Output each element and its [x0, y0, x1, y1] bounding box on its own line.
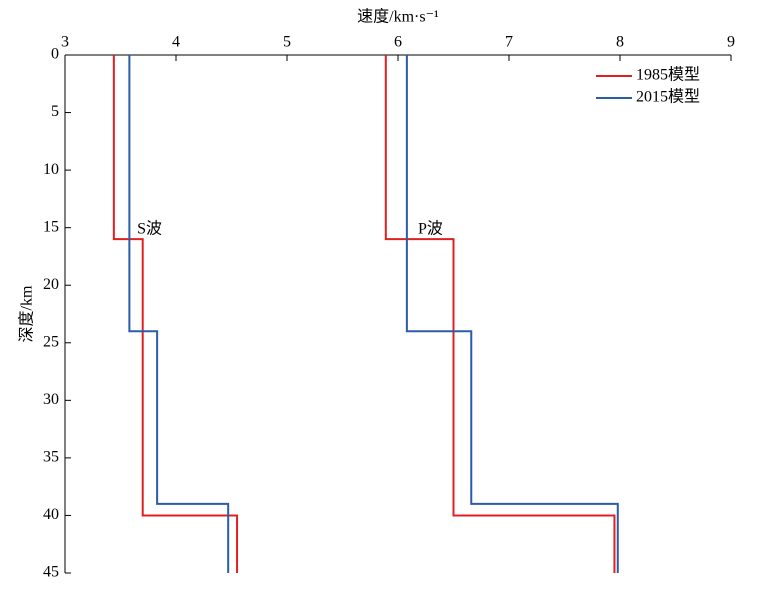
x-tick-label: 8 [616, 34, 624, 51]
y-tick-label: 25 [43, 333, 59, 350]
y-tick-label: 20 [43, 276, 59, 293]
series-line [128, 55, 619, 573]
annotation: P波 [418, 220, 443, 238]
y-tick-label: 0 [51, 46, 59, 63]
x-tick-label: 7 [505, 34, 513, 51]
y-tick-label: 10 [43, 161, 59, 178]
annotation: S波 [137, 220, 162, 238]
y-tick-label: 15 [43, 218, 59, 235]
x-tick-label: 6 [394, 34, 402, 51]
y-tick-label: 35 [43, 449, 59, 466]
y-tick-label: 5 [51, 103, 59, 120]
series-line [112, 55, 616, 573]
x-tick-label: 4 [172, 34, 180, 51]
legend-label: 1985模型 [636, 66, 700, 84]
y-axis-label: 深度/km [18, 285, 36, 342]
y-tick-label: 45 [43, 564, 59, 581]
y-tick-label: 30 [43, 391, 59, 408]
x-tick-label: 3 [61, 34, 69, 51]
x-tick-label: 5 [283, 34, 291, 51]
y-tick-label: 40 [43, 506, 59, 523]
legend-label: 2015模型 [636, 88, 700, 106]
x-axis-label: 速度/km·s⁻¹ [357, 8, 439, 26]
x-tick-label: 9 [727, 34, 735, 51]
